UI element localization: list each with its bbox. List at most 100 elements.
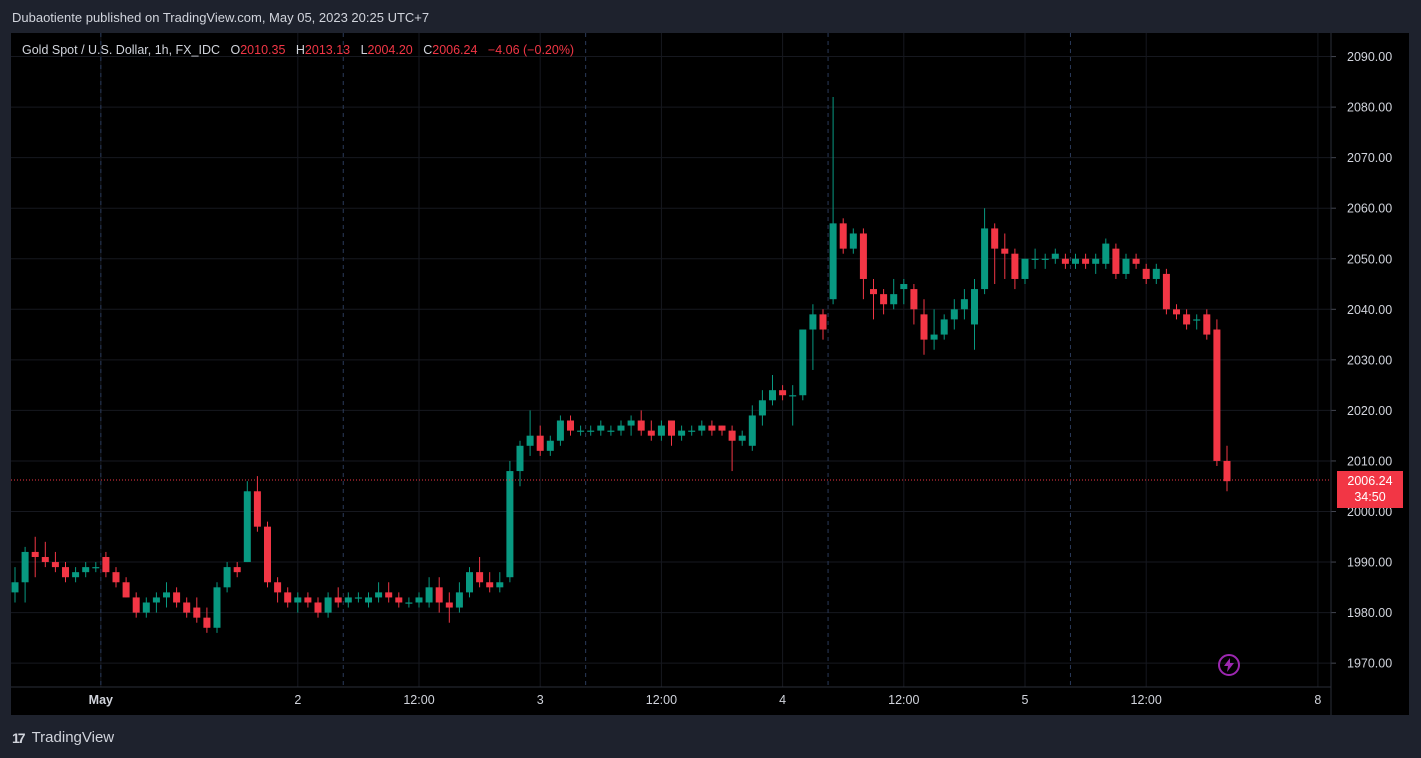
- price-badge: 2006.24 34:50: [1337, 471, 1403, 508]
- open-value: 2010.35: [240, 43, 286, 57]
- candle: [1183, 309, 1191, 330]
- candle: [920, 299, 928, 355]
- candle: [375, 582, 383, 603]
- candle: [1102, 238, 1110, 269]
- y-tick-label: 2050.00: [1347, 252, 1392, 266]
- candle: [981, 208, 989, 295]
- candle-body: [1001, 248, 1009, 254]
- candle: [657, 420, 665, 441]
- candle: [1051, 248, 1059, 264]
- candle: [799, 329, 807, 401]
- candle: [668, 420, 675, 446]
- candle: [1162, 268, 1170, 315]
- candle-body: [577, 430, 585, 432]
- candle-body: [354, 597, 362, 599]
- candle-body: [415, 597, 423, 603]
- candle: [1122, 253, 1130, 279]
- price-badge-value: 2006.24: [1347, 474, 1393, 488]
- candle-body: [758, 400, 766, 416]
- candle: [435, 577, 443, 613]
- candle: [728, 425, 736, 472]
- candle-body: [92, 567, 100, 569]
- chart-frame[interactable]: [11, 33, 1409, 715]
- y-tick-label: 2040.00: [1347, 303, 1392, 317]
- x-tick-label: 12:00: [1131, 693, 1162, 707]
- candle: [183, 597, 191, 618]
- candle-body: [546, 440, 554, 451]
- candle-body: [668, 420, 675, 436]
- candle-body: [31, 551, 39, 557]
- candle: [274, 577, 282, 603]
- candle-body: [809, 314, 817, 330]
- candle-body: [981, 228, 989, 290]
- candle: [627, 415, 635, 436]
- candle-body: [1152, 268, 1160, 279]
- candles: [11, 96, 1231, 633]
- candle: [577, 425, 585, 436]
- candle-body: [102, 556, 110, 573]
- y-tick-label: 2020.00: [1347, 404, 1392, 418]
- x-tick-label: 3: [537, 693, 544, 707]
- candle-body: [253, 491, 261, 527]
- candle-body: [1223, 460, 1231, 482]
- candle: [1213, 319, 1221, 467]
- candle-body: [314, 602, 322, 613]
- candle-body: [445, 602, 453, 608]
- x-tick-label: 4: [779, 693, 786, 707]
- candle: [304, 592, 312, 608]
- candle-body: [375, 592, 383, 598]
- x-tick-label: 5: [1022, 693, 1029, 707]
- close-label: C: [423, 43, 433, 57]
- candle-body: [1132, 258, 1140, 264]
- candle-body: [1072, 258, 1079, 264]
- candle: [243, 481, 251, 563]
- candle-body: [486, 582, 494, 588]
- candle-body: [264, 526, 271, 583]
- candle-body: [284, 592, 292, 603]
- candle-body: [142, 602, 150, 613]
- candle-body: [112, 572, 120, 583]
- candle-body: [708, 425, 716, 431]
- candle-body: [556, 420, 564, 441]
- price-badge-countdown: 34:50: [1354, 490, 1386, 504]
- candle: [21, 546, 29, 603]
- candle-body: [82, 567, 90, 573]
- candle-body: [395, 597, 403, 603]
- candle: [415, 592, 423, 608]
- candle-body: [51, 562, 59, 568]
- y-tick-label: 2000.00: [1347, 505, 1392, 519]
- y-tick-label: 2070.00: [1347, 151, 1392, 165]
- candle-body: [880, 294, 888, 305]
- candle: [476, 556, 484, 588]
- lightning-icon[interactable]: [1218, 654, 1240, 676]
- candle: [950, 299, 958, 330]
- y-tick-label: 1990.00: [1347, 556, 1392, 570]
- candle-body: [991, 228, 999, 249]
- high-value: 2013.13: [304, 43, 351, 57]
- candle: [516, 440, 524, 487]
- candle-body: [1102, 243, 1110, 264]
- candle: [890, 278, 898, 310]
- candle: [142, 597, 150, 618]
- y-tick-label: 2090.00: [1347, 50, 1392, 64]
- candle: [173, 587, 181, 608]
- candle: [960, 289, 968, 320]
- candle-body: [455, 592, 463, 608]
- candle: [637, 410, 645, 436]
- candle: [233, 562, 241, 578]
- candle: [334, 587, 342, 608]
- candle-body: [587, 430, 595, 432]
- candle-body: [365, 597, 372, 603]
- y-tick-label: 1970.00: [1347, 657, 1392, 671]
- candle: [395, 592, 403, 608]
- change-value: −4.06 (−0.20%): [487, 43, 575, 57]
- candle-body: [839, 223, 847, 249]
- candle: [294, 592, 302, 613]
- candle-body: [829, 223, 837, 300]
- candle: [880, 289, 888, 315]
- candle-body: [1011, 253, 1019, 279]
- candle-body: [213, 587, 221, 628]
- candle-body: [223, 567, 231, 588]
- candle: [1142, 263, 1150, 285]
